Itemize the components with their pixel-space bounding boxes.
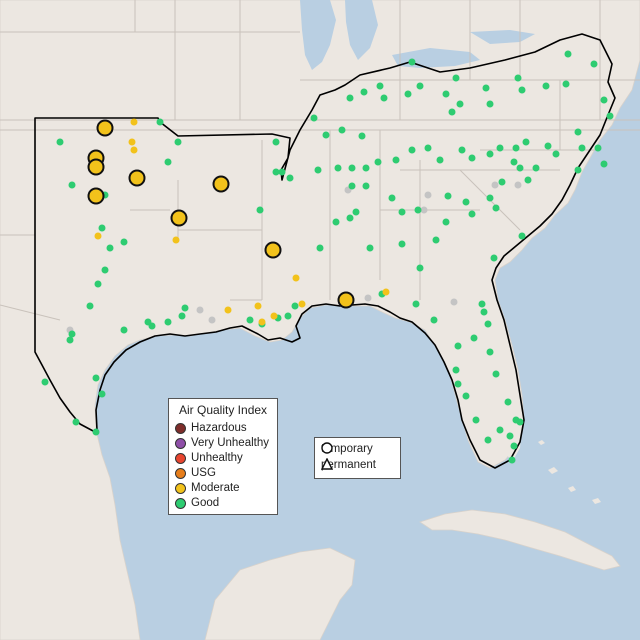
land-yucatan bbox=[204, 547, 356, 640]
land-florida bbox=[420, 282, 522, 462]
hazardous-swatch-icon bbox=[175, 422, 186, 434]
circle-icon bbox=[321, 442, 333, 454]
legend-item-temporary: temporary bbox=[321, 442, 373, 456]
legend-label: Moderate bbox=[191, 482, 240, 494]
legend-item-very-unhealthy: Very Unhealthy bbox=[175, 436, 269, 450]
legend-item-usg: USG bbox=[175, 466, 216, 480]
unhealthy-swatch-icon bbox=[175, 452, 186, 464]
moderate-monitors bbox=[94, 118, 390, 326]
legend-item-unhealthy: Unhealthy bbox=[175, 451, 243, 465]
moderate-swatch-icon bbox=[175, 482, 186, 494]
land-islands bbox=[538, 440, 601, 504]
legend-label: USG bbox=[191, 467, 216, 479]
good-monitors bbox=[41, 50, 614, 464]
land-cuba bbox=[419, 509, 621, 571]
monitor-type-legend: temporary permanent bbox=[314, 437, 401, 479]
legend-label: Unhealthy bbox=[191, 452, 243, 464]
triangle-icon bbox=[321, 458, 333, 470]
good-swatch-icon bbox=[175, 497, 186, 509]
great-lakes bbox=[300, 0, 535, 70]
aqi-legend: Air Quality Index Hazardous Very Unhealt… bbox=[168, 398, 278, 515]
legend-label: temporary bbox=[321, 443, 373, 455]
legend-label: permanent bbox=[321, 459, 376, 471]
legend-label: Good bbox=[191, 497, 220, 509]
legend-label: Hazardous bbox=[191, 422, 247, 434]
state-borders bbox=[0, 0, 640, 321]
very-unhealthy-swatch-icon bbox=[175, 437, 186, 449]
usg-swatch-icon bbox=[175, 467, 186, 479]
legend-item-good: Good bbox=[175, 496, 219, 510]
legend-label: Very Unhealthy bbox=[191, 437, 269, 449]
region-outline bbox=[34, 33, 616, 469]
legend-item-moderate: Moderate bbox=[175, 481, 240, 495]
legend-item-hazardous: Hazardous bbox=[175, 421, 247, 435]
moderate-temporary-monitors bbox=[87, 119, 355, 309]
legend-item-permanent: permanent bbox=[321, 458, 376, 472]
aqi-legend-title: Air Quality Index bbox=[179, 403, 268, 417]
